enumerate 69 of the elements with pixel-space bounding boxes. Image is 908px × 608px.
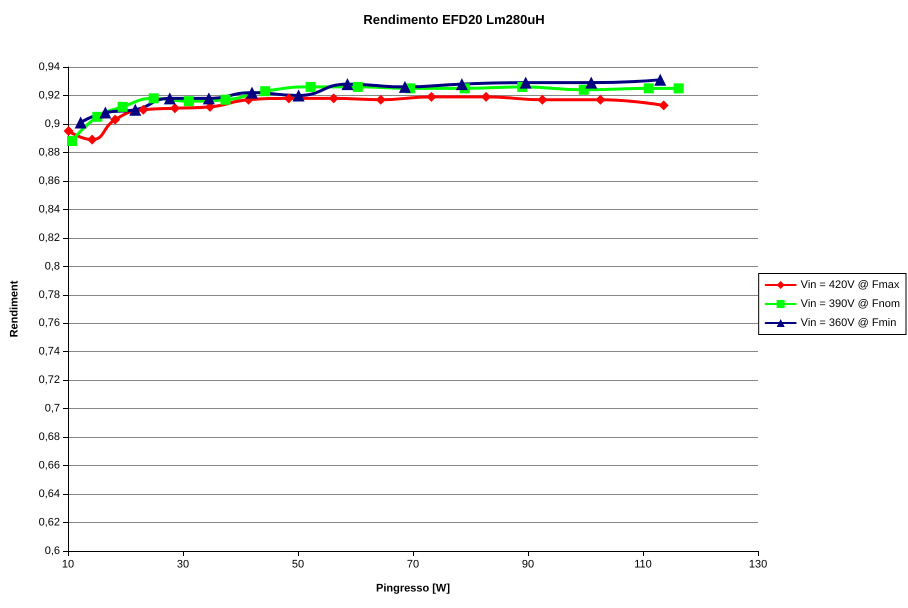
y-tick-label: 0,84 — [38, 203, 60, 216]
point — [64, 126, 74, 136]
point — [292, 89, 305, 102]
y-tick-label: 0,92 — [38, 89, 60, 102]
y-tick-label: 0,88 — [38, 146, 60, 158]
y-tick-label: 0,64 — [38, 488, 60, 500]
chart-title: Rendimento EFD20 Lm280uH — [363, 12, 545, 27]
y-tick-label: 0,8 — [44, 260, 60, 272]
x-axis-title: Pingresso [W] — [376, 582, 450, 594]
x-tick-label: 30 — [176, 558, 190, 570]
point — [110, 114, 120, 125]
point — [426, 92, 436, 102]
y-tick-label: 0,68 — [38, 431, 60, 444]
point — [352, 82, 363, 92]
point — [118, 102, 128, 112]
point — [376, 94, 386, 105]
point — [284, 93, 294, 104]
point — [674, 83, 684, 94]
point — [184, 96, 194, 106]
x-tick-label: 130 — [748, 558, 768, 570]
point — [87, 134, 98, 145]
point — [260, 86, 270, 96]
x-tick-label: 50 — [292, 558, 304, 570]
legend-label: Vin = 360V @ Fmin — [800, 317, 896, 329]
point — [341, 78, 354, 90]
y-tick-label: 0,72 — [38, 374, 60, 386]
y-tick-label: 0,74 — [38, 346, 60, 358]
point — [170, 103, 180, 114]
point — [481, 92, 492, 102]
y-tick-label: 0,62 — [38, 516, 60, 529]
y-tick-label: 0,76 — [38, 317, 60, 330]
point — [74, 116, 87, 129]
y-tick-label: 0,6 — [44, 545, 60, 557]
y-tick-label: 0,7 — [44, 402, 60, 415]
point — [644, 83, 654, 94]
point — [595, 94, 606, 105]
x-tick-label: 70 — [406, 558, 420, 570]
y-tick-label: 0,82 — [38, 232, 60, 244]
point — [202, 92, 215, 104]
point — [520, 76, 532, 89]
point — [578, 84, 589, 95]
y-tick-label: 0,66 — [38, 460, 60, 472]
point — [138, 104, 148, 115]
point — [246, 86, 258, 99]
y-tick-label: 0,78 — [38, 288, 60, 301]
y-tick-label: 0,86 — [38, 174, 60, 187]
point — [585, 76, 598, 89]
point — [328, 93, 339, 104]
y-tick-label: 0,94 — [38, 61, 60, 73]
point — [99, 106, 112, 119]
point — [148, 93, 159, 104]
point — [398, 80, 411, 93]
point — [92, 112, 102, 122]
point — [164, 92, 176, 104]
legend-label: Vin = 420V @ Fmax — [800, 279, 900, 291]
legend-label: Vin = 390V @ Fnom — [800, 298, 900, 310]
x-tick-label: 10 — [62, 558, 74, 570]
y-axis-title: Rendiment — [8, 280, 20, 338]
point — [654, 74, 666, 86]
point — [67, 136, 78, 146]
point — [456, 78, 468, 90]
point — [658, 100, 669, 110]
point — [220, 94, 231, 105]
point — [306, 82, 316, 92]
y-tick-label: 0,9 — [44, 118, 60, 130]
x-tick-label: 110 — [634, 558, 652, 570]
x-tick-label: 90 — [522, 558, 534, 570]
point — [129, 104, 142, 116]
point — [537, 94, 548, 105]
